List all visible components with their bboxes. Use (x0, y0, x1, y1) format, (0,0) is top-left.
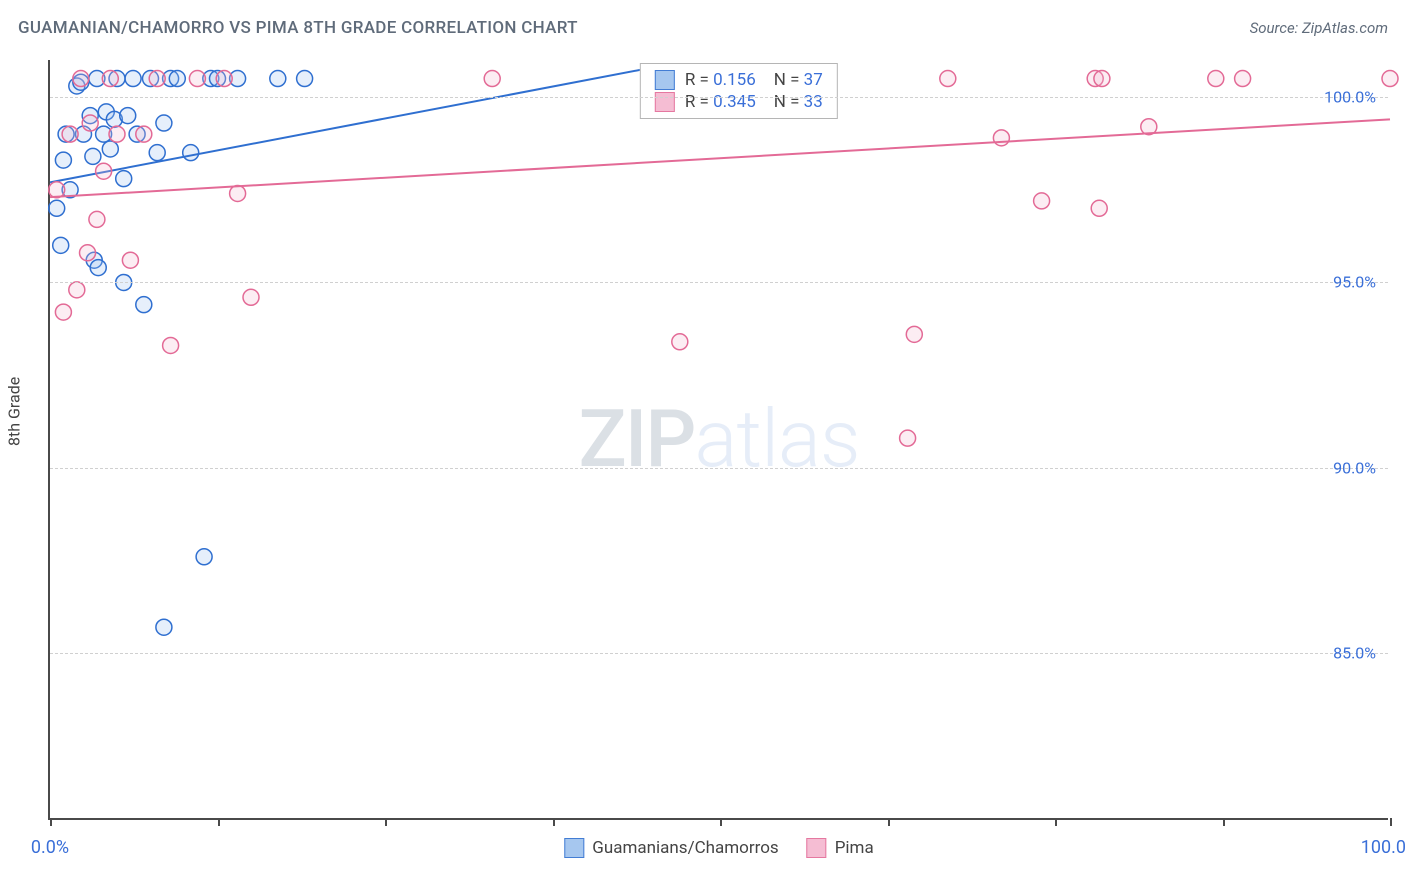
scatter-point[interactable] (120, 108, 136, 124)
legend-swatch (655, 92, 675, 112)
x-tick (553, 818, 555, 826)
scatter-point[interactable] (85, 148, 101, 164)
x-tick (50, 818, 52, 826)
scatter-point[interactable] (270, 71, 286, 87)
scatter-point[interactable] (73, 71, 89, 87)
scatter-point[interactable] (940, 71, 956, 87)
scatter-point[interactable] (163, 337, 179, 353)
scatter-point[interactable] (216, 71, 232, 87)
scatter-point[interactable] (1208, 71, 1224, 87)
legend-r-text: R = 0.345N = 33 (685, 92, 823, 112)
source-prefix: Source: (1250, 19, 1302, 37)
y-tick-label: 95.0% (1333, 273, 1376, 292)
scatter-point[interactable] (102, 141, 118, 157)
y-tick-label: 85.0% (1333, 644, 1376, 663)
scatter-point[interactable] (136, 126, 152, 142)
legend-stats-row: R = 0.156N = 37 (655, 70, 823, 90)
scatter-point[interactable] (1094, 71, 1110, 87)
scatter-point[interactable] (102, 71, 118, 87)
scatter-point[interactable] (906, 326, 922, 342)
scatter-point[interactable] (297, 71, 313, 87)
scatter-point[interactable] (80, 245, 96, 261)
source-attribution: Source: ZipAtlas.com (1250, 19, 1388, 37)
scatter-point[interactable] (1235, 71, 1251, 87)
legend-stats-row: R = 0.345N = 33 (655, 92, 823, 112)
scatter-point[interactable] (672, 334, 688, 350)
scatter-point[interactable] (89, 211, 105, 227)
x-tick (218, 818, 220, 826)
scatter-point[interactable] (189, 71, 205, 87)
gridline-h (50, 468, 1388, 469)
x-tick-label: 100.0% (1361, 837, 1406, 858)
legend-series-item[interactable]: Pima (807, 838, 874, 858)
gridline-h (50, 653, 1388, 654)
gridline-h (50, 282, 1388, 283)
x-tick-label: 0.0% (31, 837, 69, 858)
legend-series: Guamanians/Chamorros Pima (564, 838, 873, 858)
scatter-point[interactable] (243, 289, 259, 305)
scatter-point[interactable] (149, 71, 165, 87)
scatter-point[interactable] (49, 182, 65, 198)
legend-swatch (564, 838, 584, 858)
scatter-point[interactable] (69, 282, 85, 298)
scatter-point[interactable] (62, 126, 78, 142)
scatter-point[interactable] (116, 171, 132, 187)
scatter-point[interactable] (136, 297, 152, 313)
scatter-point[interactable] (96, 163, 112, 179)
scatter-point[interactable] (484, 71, 500, 87)
legend-swatch (807, 838, 827, 858)
scatter-point[interactable] (900, 430, 916, 446)
x-tick (888, 818, 890, 826)
legend-r-text: R = 0.156N = 37 (685, 70, 823, 90)
plot-area: ZIPatlas R = 0.156N = 37R = 0.345N = 33 … (48, 60, 1388, 820)
scatter-point[interactable] (149, 145, 165, 161)
scatter-point[interactable] (90, 260, 106, 276)
scatter-point[interactable] (230, 185, 246, 201)
scatter-point[interactable] (49, 200, 65, 216)
chart-title: GUAMANIAN/CHAMORRO VS PIMA 8TH GRADE COR… (18, 18, 578, 38)
legend-series-label: Guamanians/Chamorros (592, 838, 778, 858)
scatter-point[interactable] (156, 115, 172, 131)
trend-line (50, 67, 653, 182)
x-tick (1390, 818, 1392, 826)
scatter-point[interactable] (156, 619, 172, 635)
gridline-h (50, 97, 1388, 98)
scatter-point[interactable] (109, 126, 125, 142)
scatter-point[interactable] (1091, 200, 1107, 216)
y-axis-label: 8th Grade (5, 377, 24, 446)
x-tick (385, 818, 387, 826)
y-tick-label: 90.0% (1333, 458, 1376, 477)
trend-line (50, 119, 1390, 197)
scatter-point[interactable] (125, 71, 141, 87)
scatter-point[interactable] (1034, 193, 1050, 209)
x-tick (1223, 818, 1225, 826)
scatter-point[interactable] (53, 237, 69, 253)
scatter-point[interactable] (82, 115, 98, 131)
scatter-point[interactable] (993, 130, 1009, 146)
legend-series-label: Pima (835, 838, 874, 858)
x-tick (1055, 818, 1057, 826)
scatter-point[interactable] (183, 145, 199, 161)
scatter-point[interactable] (55, 304, 71, 320)
legend-swatch (655, 70, 675, 90)
legend-stats: R = 0.156N = 37R = 0.345N = 33 (640, 63, 838, 119)
legend-series-item[interactable]: Guamanians/Chamorros (564, 838, 778, 858)
scatter-point[interactable] (1382, 71, 1398, 87)
x-tick (720, 818, 722, 826)
source-link[interactable]: ZipAtlas.com (1302, 19, 1388, 37)
chart-svg (50, 60, 1388, 818)
y-tick-label: 100.0% (1324, 88, 1376, 107)
scatter-point[interactable] (169, 71, 185, 87)
scatter-point[interactable] (196, 549, 212, 565)
scatter-point[interactable] (122, 252, 138, 268)
scatter-point[interactable] (55, 152, 71, 168)
